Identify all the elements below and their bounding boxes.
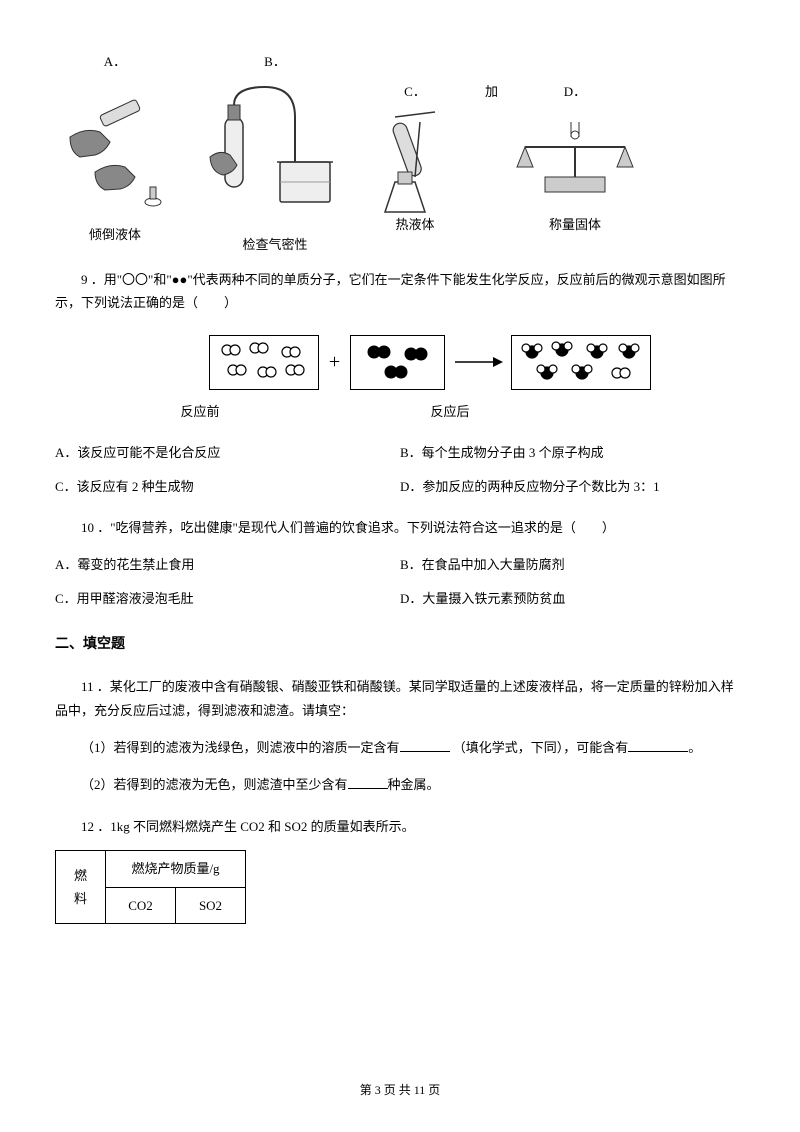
q9-diagram-labels: 反应前 反应后 [115, 400, 745, 423]
reactant-box-1 [209, 335, 319, 390]
molecules-black [356, 340, 439, 385]
airtight-check-illustration [195, 77, 355, 227]
pour-liquid-illustration [55, 77, 175, 217]
image-d-block: D． 称量固体 [505, 80, 645, 237]
fuel-table: 燃料 燃烧产物质量/g CO2 SO2 [55, 850, 246, 924]
q9-opt-b: B．每个生成物分子由 3 个原子构成 [400, 441, 745, 464]
q11-part2: （2）若得到的滤液为无色，则滤渣中至少含有 种金属。 [55, 773, 745, 796]
table-co2: CO2 [106, 887, 176, 923]
q9-opt-d: D．参加反应的两种反应物分子个数比为 3：1 [400, 475, 745, 498]
q9-opt-a: A．该反应可能不是化合反应 [55, 441, 400, 464]
caption-c-row: 热液体 [395, 213, 434, 236]
balance-illustration [505, 107, 645, 207]
blank-3[interactable] [348, 773, 388, 789]
molecules-white [215, 340, 313, 385]
lab-images-row: A． 倾倒液体 B． 检查气密性 C． [55, 50, 745, 250]
label-c: C． [404, 80, 426, 103]
q11-text: 11 ．某化工厂的废液中含有硝酸银、硝酸亚铁和硝酸镁。某同学取适量的上述废液样品… [55, 675, 745, 722]
caption-b: 检查气密性 [242, 233, 307, 256]
image-a-block: A． 倾倒液体 [55, 50, 175, 247]
q9-opt-c: C．该反应有 2 种生成物 [55, 475, 400, 498]
image-c-block: C． 热液体 [365, 80, 465, 237]
q10-text: 10 ．"吃得营养，吃出健康"是现代人们普遍的饮食追求。下列说法符合这一追求的是… [55, 516, 745, 539]
before-label: 反应前 [115, 400, 285, 423]
plus-sign: + [329, 344, 340, 380]
q11-p2b: 种金属。 [388, 777, 440, 792]
table-so2: SO2 [176, 887, 246, 923]
caption-d: 称量固体 [549, 213, 601, 236]
blank-2[interactable] [628, 736, 688, 752]
q11-p1a: （1）若得到的滤液为浅绿色，则滤液中的溶质一定含有 [81, 740, 400, 755]
label-b: B． [264, 50, 286, 73]
molecules-product [517, 340, 645, 385]
q11-part1: （1）若得到的滤液为浅绿色，则滤液中的溶质一定含有 （填化学式，下同），可能含有… [55, 736, 745, 759]
caption-c2: 热液体 [395, 213, 434, 236]
arrow-icon [453, 352, 503, 372]
q11-p2a: （2）若得到的滤液为无色，则滤渣中至少含有 [81, 777, 348, 792]
after-label: 反应后 [385, 400, 515, 423]
q10-opt-b: B．在食品中加入大量防腐剂 [400, 553, 745, 576]
table-fuel-header: 燃料 [56, 851, 106, 924]
q11-p1c: 。 [688, 740, 701, 755]
caption-a: 倾倒液体 [89, 223, 141, 246]
q10-opt-a: A．霉变的花生禁止食用 [55, 553, 400, 576]
q10-options: A．霉变的花生禁止食用 B．在食品中加入大量防腐剂 C．用甲醛溶液浸泡毛肚 D．… [55, 553, 745, 610]
heat-liquid-illustration [365, 107, 465, 217]
q12-text: 12 ．1kg 不同燃料燃烧产生 CO2 和 SO2 的质量如表所示。 [55, 815, 745, 838]
blank-1[interactable] [400, 736, 450, 752]
label-a: A． [104, 50, 126, 73]
q9-options: A．该反应可能不是化合反应 B．每个生成物分子由 3 个原子构成 C．该反应有 … [55, 441, 745, 498]
table-mass-header: 燃烧产物质量/g [106, 851, 246, 887]
q10-opt-d: D．大量摄入铁元素预防贫血 [400, 587, 745, 610]
product-box [511, 335, 651, 390]
q9-text: 9 ．用"〇〇"和"●●"代表两种不同的单质分子，它们在一定条件下能发生化学反应… [55, 268, 745, 315]
q11-p1b: （填化学式，下同），可能含有 [453, 740, 629, 755]
reactant-box-2 [350, 335, 445, 390]
q9-diagram: + [115, 335, 745, 390]
label-d: D． [564, 80, 586, 103]
q10-opt-c: C．用甲醛溶液浸泡毛肚 [55, 587, 400, 610]
page-footer: 第 3 页 共 11 页 [0, 1080, 800, 1102]
section-2-title: 二、填空题 [55, 632, 745, 657]
caption-c1: 加 [485, 80, 498, 103]
image-b-block: B． 检查气密性 [195, 50, 355, 257]
